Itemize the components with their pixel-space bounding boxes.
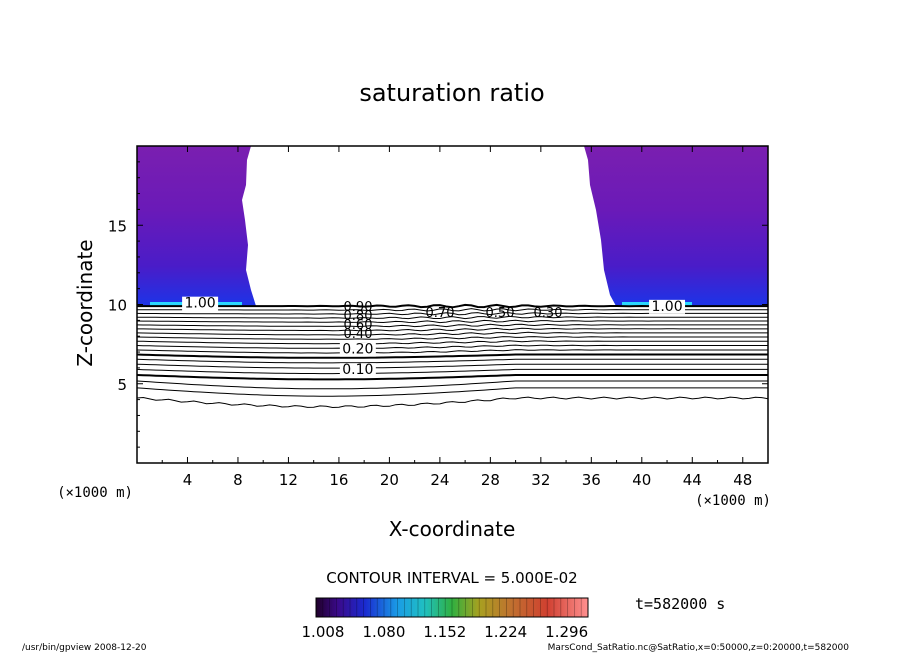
footer-right: MarsCond_SatRatio.nc@SatRatio,x=0:50000,… (548, 643, 850, 653)
svg-text:0.60: 0.60 (344, 318, 373, 333)
contour-label-bg (182, 296, 219, 311)
contour-line (137, 363, 768, 369)
dense-contour-labels: 0.90 0.80 0.60 0.40 0.70 0.50 0.30 (344, 300, 563, 342)
colorbar (315, 597, 589, 618)
x-tick-label: 20 (380, 471, 399, 489)
svg-text:0.90: 0.90 (344, 300, 373, 315)
contour-line (137, 323, 768, 328)
svg-text:0.80: 0.80 (344, 309, 373, 324)
x-tick-label: 48 (733, 471, 752, 489)
x-tick-label: 16 (329, 471, 348, 489)
y-axis-label: Z-coordinate (73, 239, 97, 366)
contour-line (137, 396, 768, 409)
x-tick-label: 4 (183, 471, 193, 489)
x-tick-label: 32 (531, 471, 550, 489)
colorbar-tick-label: 1.224 (484, 623, 527, 641)
x-tick-label: 12 (279, 471, 298, 489)
colorbar-ticks: 1.008 1.080 1.152 1.224 1.296 (302, 623, 589, 641)
contour-line (137, 368, 768, 375)
x-tick-label: 8 (233, 471, 243, 489)
y-tick-label: 5 (117, 376, 127, 394)
time-label: t=582000 s (635, 595, 725, 613)
y-axis-ticks: 5 10 15 (108, 161, 768, 448)
y-tick-label: 10 (108, 297, 127, 315)
contour-label-layer: 0.10 0.20 1.00 1.00 (182, 296, 686, 378)
svg-text:0.70: 0.70 (426, 306, 455, 321)
colorbar-tick-label: 1.296 (545, 623, 588, 641)
contour-line (137, 349, 768, 354)
contour-line (137, 336, 768, 340)
contour-line (137, 315, 768, 320)
svg-text:0.50: 0.50 (486, 306, 515, 321)
x-tick-label: 40 (632, 471, 651, 489)
shaded-region-right (584, 146, 768, 306)
x-unit-right: (×1000 m) (695, 493, 771, 509)
contour-line (137, 319, 768, 324)
contour-label-bg (339, 342, 376, 357)
contour-lines (137, 303, 768, 409)
svg-text:0.40: 0.40 (344, 327, 373, 342)
footer-left: /usr/bin/gpview 2008-12-20 (22, 643, 147, 653)
contour-line (137, 380, 768, 390)
shaded-region-left (137, 146, 256, 306)
contour-label: 1.00 (185, 296, 216, 312)
contour-line (137, 353, 768, 359)
x-tick-label: 24 (430, 471, 449, 489)
x-unit-left: (×1000 m) (57, 485, 133, 501)
contour-label-bg (339, 363, 376, 378)
contour-line (137, 327, 768, 332)
plot-area: 0.90 0.80 0.60 0.40 0.70 0.50 0.30 0.100… (137, 146, 768, 409)
y-tick-label: 15 (108, 217, 127, 235)
contour-label: 0.20 (342, 342, 373, 358)
contour-line (137, 340, 768, 345)
contour-interval-label: CONTOUR INTERVAL = 5.000E-02 (326, 569, 577, 587)
contour-line (137, 358, 768, 364)
x-tick-label: 36 (582, 471, 601, 489)
contour-label: 0.10 (342, 362, 373, 378)
colorbar-divisions (322, 598, 582, 617)
contour-line (137, 344, 768, 349)
contour-label: 1.00 (651, 299, 682, 315)
x-axis-ticks: 4 8 12 16 20 24 28 32 36 40 44 48 (161, 146, 752, 489)
contour-line (137, 374, 768, 381)
contour-label-bg (649, 299, 686, 314)
colorbar-tick-label: 1.008 (302, 623, 345, 641)
contour-line (137, 387, 768, 397)
x-axis-label: X-coordinate (389, 517, 516, 541)
chart-title: saturation ratio (359, 79, 544, 107)
contour-line (137, 331, 768, 336)
colorbar-tick-label: 1.080 (362, 623, 405, 641)
svg-text:0.30: 0.30 (534, 306, 563, 321)
x-tick-label: 44 (683, 471, 702, 489)
x-tick-label: 28 (481, 471, 500, 489)
colorbar-tick-label: 1.152 (423, 623, 466, 641)
